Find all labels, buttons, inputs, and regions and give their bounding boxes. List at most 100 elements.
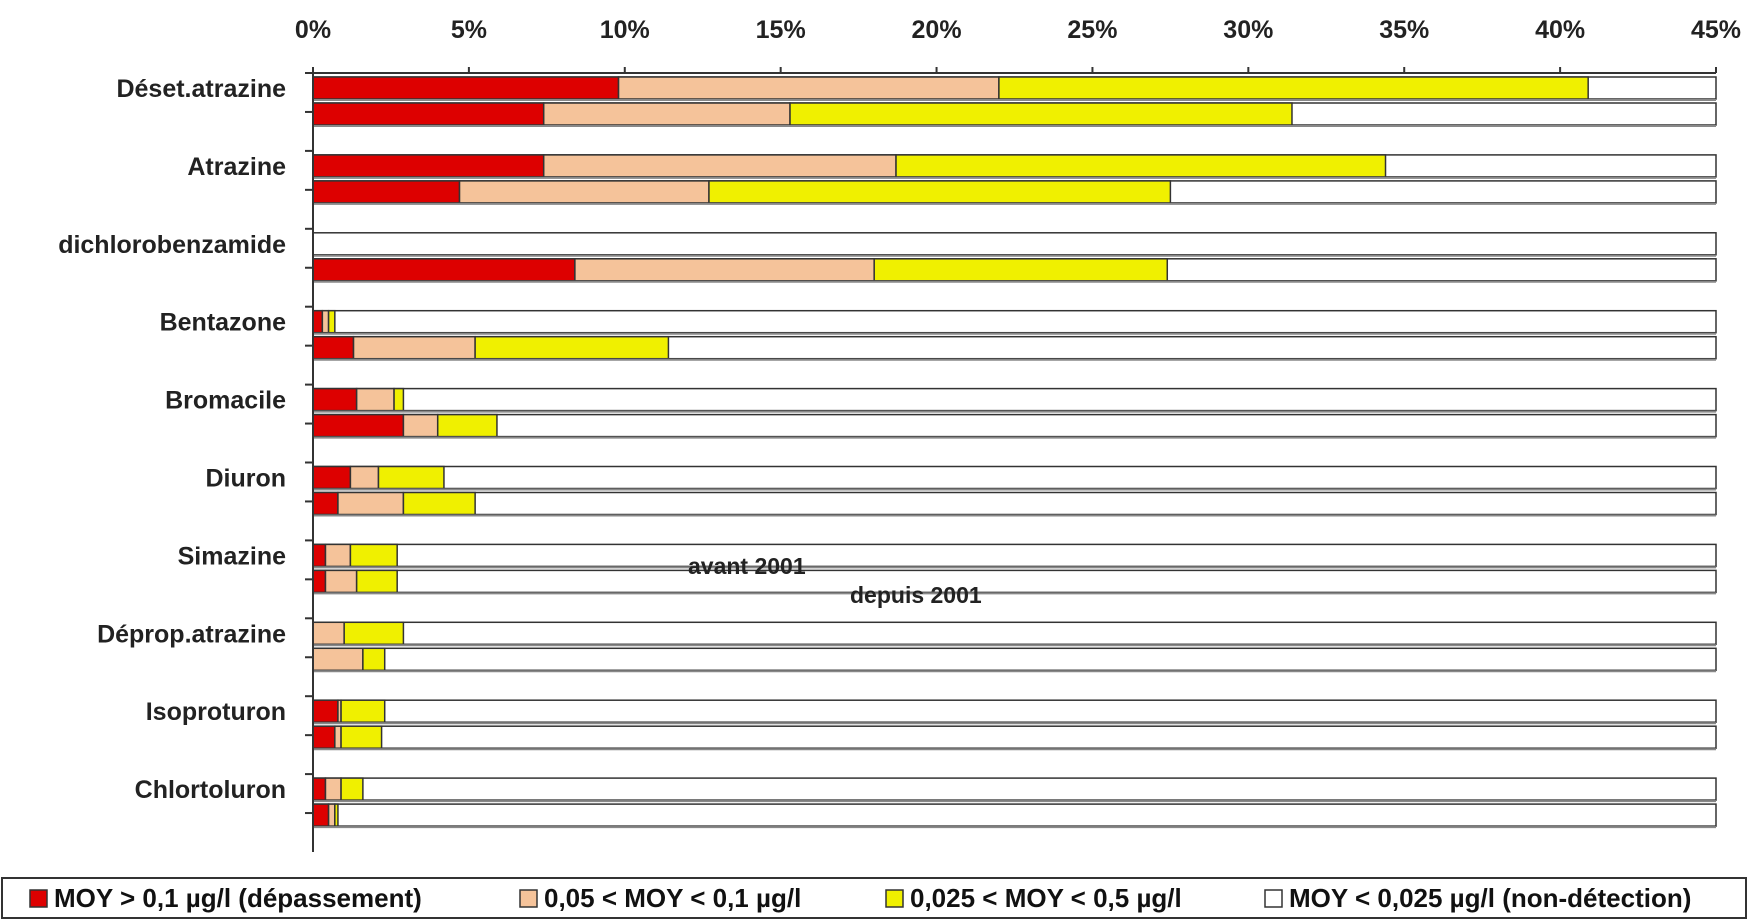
bar-depuis-segment-0 — [312, 491, 339, 516]
bar-depuis-segment-0 — [312, 803, 330, 827]
bar-avant-segment-2 — [327, 309, 336, 334]
bar-depuis-non-detection — [312, 413, 1717, 438]
x-tick-label: 30% — [1223, 16, 1273, 44]
bar-depuis-segment-1 — [352, 335, 476, 360]
bar-depuis-non-detection — [312, 725, 1717, 749]
bar-depuis-segment-0 — [312, 413, 405, 438]
bar-avant-segment-1 — [617, 76, 1000, 100]
bar-depuis-segment-1 — [337, 491, 405, 516]
legend: MOY > 0,1 µg/l (dépassement) 0,05 < MOY <… — [1, 877, 1747, 919]
bar-depuis-segment-2 — [340, 725, 383, 749]
bar-avant-non-detection — [312, 465, 1717, 490]
bar-avant-segment-0 — [312, 309, 324, 334]
bar-depuis-segment-1 — [334, 725, 342, 749]
x-tick-label: 20% — [912, 16, 962, 44]
bar-depuis-segment-0 — [312, 102, 545, 126]
bar-depuis-non-detection — [312, 647, 1717, 672]
legend-swatch — [1264, 889, 1283, 908]
bar-avant-segment-2 — [895, 154, 1387, 178]
category-label: Bentazone — [160, 309, 287, 337]
bar-avant-segment-1 — [355, 387, 395, 412]
x-tick-label: 10% — [600, 16, 650, 44]
bar-depuis-segment-1 — [458, 180, 710, 204]
bar-depuis-non-detection — [312, 803, 1717, 827]
bar-avant-segment-2 — [377, 465, 445, 490]
bar-depuis-segment-1 — [574, 258, 875, 282]
bar-avant-non-detection — [312, 621, 1717, 646]
bar-avant-segment-1 — [312, 621, 345, 646]
bar-avant-segment-0 — [312, 543, 327, 568]
bar-depuis-segment-1 — [542, 102, 791, 126]
bar-depuis-segment-2 — [355, 569, 398, 594]
bar-avant-non-detection — [312, 232, 1717, 256]
bars — [312, 76, 1717, 829]
bar-depuis-non-detection — [312, 491, 1717, 516]
bar-depuis-segment-1 — [402, 413, 439, 438]
bar-depuis-segment-0 — [312, 180, 461, 204]
bar-depuis-segment-0 — [312, 569, 327, 594]
bar-avant-segment-2 — [340, 699, 386, 723]
bar-depuis-non-detection — [312, 569, 1717, 594]
category-label: Simazine — [178, 542, 286, 570]
legend-label: 0,025 < MOY < 0,5 µg/l — [910, 883, 1182, 913]
annotation-avant-2001: avant 2001 — [688, 553, 806, 579]
bar-depuis-segment-1 — [312, 647, 364, 672]
bar-avant-segment-1 — [321, 309, 330, 334]
bar-depuis-segment-2 — [873, 258, 1169, 282]
bar-avant-segment-0 — [312, 387, 358, 412]
bar-depuis-segment-2 — [436, 413, 498, 438]
bar-depuis-segment-0 — [312, 335, 355, 360]
x-tick-label: 35% — [1379, 16, 1429, 44]
category-label: Déset.atrazine — [116, 75, 286, 103]
bar-avant-segment-2 — [393, 387, 405, 412]
bar-avant-segment-0 — [312, 777, 327, 801]
category-label: Bromacile — [165, 387, 286, 415]
bar-depuis-segment-2 — [362, 647, 386, 672]
bar-avant-segment-0 — [312, 154, 545, 178]
bar-depuis-segment-0 — [312, 258, 576, 282]
bar-avant-segment-0 — [312, 699, 339, 723]
bar-avant-non-detection — [312, 699, 1717, 723]
category-label: Déprop.atrazine — [97, 620, 286, 648]
legend-label: MOY < 0,025 µg/l (non-détection) — [1289, 883, 1691, 913]
bar-avant-non-detection — [312, 309, 1717, 334]
bar-avant-non-detection — [312, 387, 1717, 412]
x-tick-label: 5% — [451, 16, 487, 44]
bar-avant-segment-1 — [324, 777, 342, 801]
category-label: Atrazine — [187, 153, 286, 181]
bar-depuis-segment-2 — [789, 102, 1293, 126]
x-tick-label: 25% — [1067, 16, 1117, 44]
category-label: Isoproturon — [146, 698, 286, 726]
category-labels: Déset.atrazine Atrazine dichlorobenzamide B… — [58, 75, 286, 804]
bar-depuis-segment-0 — [312, 725, 336, 749]
annotation-depuis-2001: depuis 2001 — [850, 582, 982, 608]
axis — [305, 67, 1717, 852]
bar-avant-segment-0 — [312, 465, 352, 490]
legend-swatch — [885, 889, 904, 908]
bar-avant-segment-1 — [324, 543, 352, 568]
x-tick-labels: 0% 5% 10% 15% 20% 25% 30% 35% 40% 45% — [295, 16, 1741, 44]
bar-depuis-segment-2 — [334, 803, 339, 827]
x-tick-label: 15% — [756, 16, 806, 44]
category-label: Diuron — [205, 465, 286, 493]
x-tick-label: 45% — [1691, 16, 1741, 44]
legend-swatch — [29, 889, 48, 908]
bar-depuis-segment-1 — [324, 569, 358, 594]
bar-depuis-segment-2 — [474, 335, 670, 360]
bar-avant-segment-1 — [542, 154, 897, 178]
x-tick-label: 0% — [295, 16, 331, 44]
bar-avant-non-detection — [312, 543, 1717, 568]
legend-label: 0,05 < MOY < 0,1 µg/l — [544, 883, 801, 913]
bar-avant-segment-2 — [340, 777, 364, 801]
bar-depuis-segment-2 — [708, 180, 1172, 204]
bar-depuis-segment-2 — [402, 491, 476, 516]
legend-label: MOY > 0,1 µg/l (dépassement) — [54, 883, 422, 913]
bar-avant-segment-0 — [312, 76, 620, 100]
bar-avant-non-detection — [312, 777, 1717, 801]
bar-avant-segment-1 — [349, 465, 380, 490]
legend-frame — [1, 877, 1747, 919]
legend-swatch — [519, 889, 538, 908]
bar-avant-segment-2 — [343, 621, 405, 646]
category-label: dichlorobenzamide — [58, 231, 286, 259]
